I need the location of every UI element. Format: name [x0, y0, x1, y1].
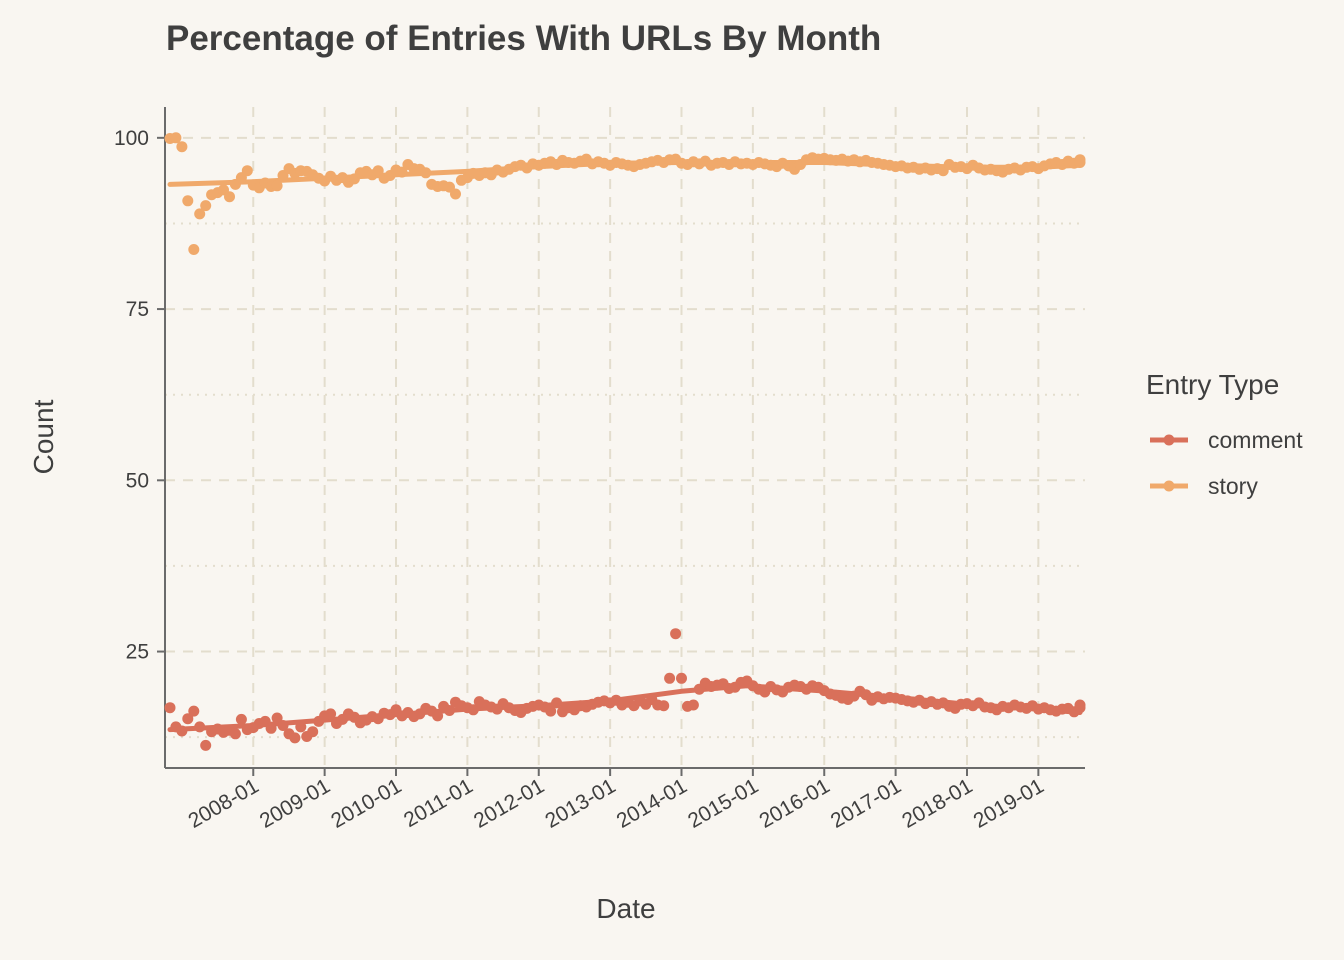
legend-key-point — [1163, 434, 1175, 446]
y-tick-label: 50 — [126, 469, 149, 492]
point-story — [170, 132, 182, 144]
point-story — [241, 165, 253, 177]
point-story — [188, 244, 200, 255]
point-story — [194, 208, 206, 220]
point-story — [372, 165, 384, 177]
point-comment — [271, 712, 283, 724]
point-comment — [164, 702, 176, 714]
point-comment — [545, 705, 557, 717]
point-comment — [444, 705, 455, 716]
point-comment — [432, 710, 444, 722]
point-story — [176, 141, 188, 153]
point-story — [271, 180, 283, 192]
point-comment — [658, 700, 670, 712]
point-comment — [325, 708, 337, 720]
point-story — [420, 167, 432, 179]
y-tick-label: 75 — [126, 298, 149, 321]
point-comment — [467, 704, 479, 716]
x-axis-title: Date — [596, 893, 655, 924]
chart-title: Percentage of Entries With URLs By Month — [166, 19, 881, 58]
point-comment — [182, 713, 194, 725]
legend: Entry Type comment story — [1146, 369, 1303, 499]
point-comment — [687, 699, 699, 711]
point-comment — [307, 726, 319, 738]
point-story — [1074, 157, 1086, 168]
point-comment — [194, 721, 206, 733]
point-comment — [200, 739, 212, 751]
point-comment — [1074, 702, 1086, 714]
legend-title: Entry Type — [1146, 369, 1279, 400]
point-story — [396, 166, 408, 178]
y-tick-label: 25 — [126, 641, 149, 664]
point-comment — [551, 697, 563, 709]
point-story — [450, 188, 461, 200]
point-comment — [664, 672, 676, 684]
point-comment — [289, 732, 301, 744]
y-axis-title: Count — [28, 399, 59, 474]
point-comment — [277, 720, 289, 731]
point-comment — [676, 672, 687, 684]
point-story — [224, 191, 235, 203]
y-tick-label: 100 — [114, 127, 149, 150]
legend-label-comment: comment — [1208, 427, 1303, 453]
legend-label-story: story — [1208, 473, 1258, 499]
point-comment — [295, 721, 307, 733]
point-comment — [265, 722, 277, 734]
point-comment — [229, 728, 241, 740]
point-comment — [670, 628, 682, 640]
axes — [164, 107, 1085, 769]
point-comment — [176, 725, 188, 737]
grid — [165, 107, 1085, 768]
point-story — [182, 195, 194, 207]
point-comment — [235, 713, 247, 725]
y-ticks: 25 50 75 100 — [114, 127, 165, 664]
data-points — [164, 132, 1086, 751]
legend-key-point — [1163, 480, 1175, 492]
point-story — [200, 200, 212, 212]
point-comment — [188, 705, 200, 717]
